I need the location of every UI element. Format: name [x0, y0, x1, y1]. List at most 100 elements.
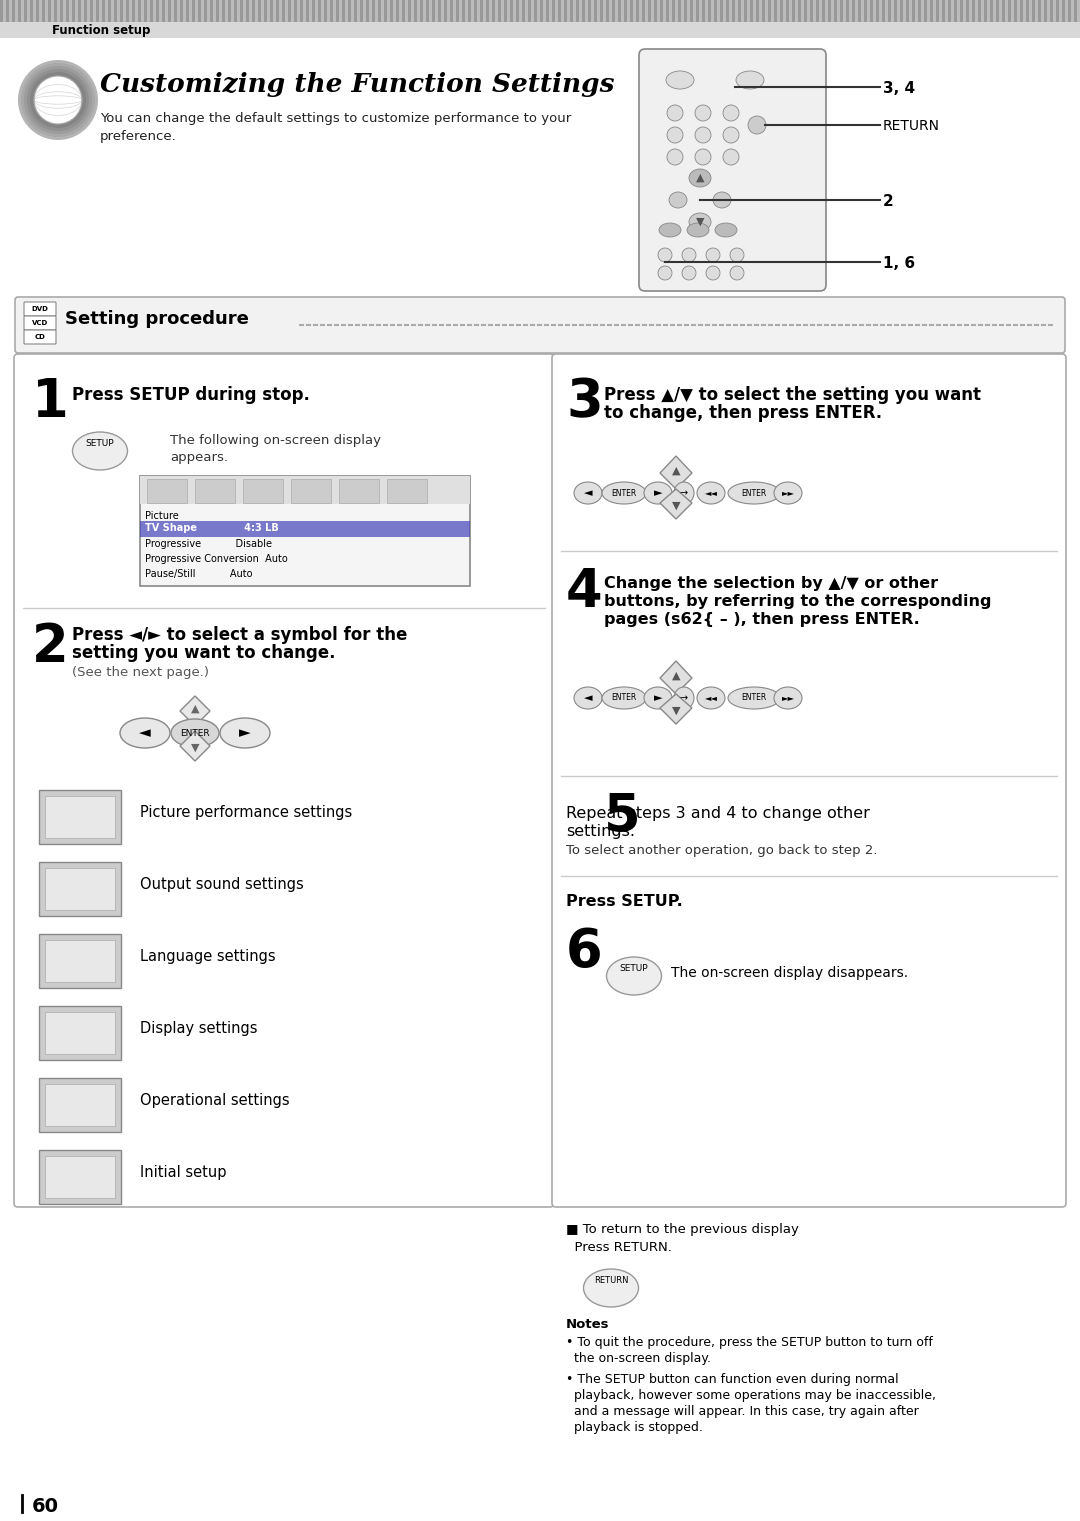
FancyBboxPatch shape	[381, 0, 384, 21]
Text: Pause/Still           Auto: Pause/Still Auto	[145, 569, 253, 580]
FancyBboxPatch shape	[390, 0, 393, 21]
FancyBboxPatch shape	[423, 0, 426, 21]
FancyBboxPatch shape	[375, 0, 378, 21]
FancyBboxPatch shape	[360, 0, 363, 21]
Text: Initial setup: Initial setup	[140, 1165, 227, 1179]
FancyBboxPatch shape	[1017, 0, 1020, 21]
FancyBboxPatch shape	[648, 0, 651, 21]
Ellipse shape	[689, 169, 711, 187]
FancyBboxPatch shape	[918, 0, 921, 21]
Circle shape	[748, 116, 766, 134]
FancyBboxPatch shape	[24, 330, 56, 344]
Text: 3, 4: 3, 4	[883, 81, 915, 96]
FancyBboxPatch shape	[1044, 0, 1047, 21]
Circle shape	[730, 248, 744, 262]
FancyBboxPatch shape	[615, 0, 618, 21]
FancyBboxPatch shape	[45, 0, 48, 21]
FancyBboxPatch shape	[579, 0, 582, 21]
FancyBboxPatch shape	[174, 0, 177, 21]
FancyBboxPatch shape	[405, 0, 408, 21]
FancyBboxPatch shape	[27, 0, 30, 21]
Circle shape	[706, 266, 720, 280]
FancyBboxPatch shape	[600, 0, 603, 21]
FancyBboxPatch shape	[189, 0, 192, 21]
FancyBboxPatch shape	[183, 0, 186, 21]
Text: ▼: ▼	[696, 218, 704, 227]
Text: ENTER: ENTER	[741, 488, 767, 497]
FancyBboxPatch shape	[168, 0, 171, 21]
FancyBboxPatch shape	[114, 0, 117, 21]
FancyBboxPatch shape	[30, 0, 33, 21]
FancyBboxPatch shape	[102, 0, 105, 21]
FancyBboxPatch shape	[363, 0, 366, 21]
FancyBboxPatch shape	[165, 0, 168, 21]
FancyBboxPatch shape	[312, 0, 315, 21]
Text: playback, however some operations may be inaccessible,: playback, however some operations may be…	[566, 1389, 936, 1402]
FancyBboxPatch shape	[552, 0, 555, 21]
FancyBboxPatch shape	[195, 0, 198, 21]
Text: ▼: ▼	[672, 706, 680, 716]
FancyBboxPatch shape	[333, 0, 336, 21]
FancyBboxPatch shape	[60, 0, 63, 21]
Ellipse shape	[774, 687, 802, 709]
FancyBboxPatch shape	[654, 0, 657, 21]
FancyBboxPatch shape	[597, 0, 600, 21]
FancyBboxPatch shape	[465, 0, 468, 21]
FancyBboxPatch shape	[636, 0, 639, 21]
FancyBboxPatch shape	[330, 0, 333, 21]
FancyBboxPatch shape	[822, 0, 825, 21]
FancyBboxPatch shape	[987, 0, 990, 21]
FancyBboxPatch shape	[222, 0, 225, 21]
FancyBboxPatch shape	[477, 0, 480, 21]
FancyBboxPatch shape	[657, 0, 660, 21]
FancyBboxPatch shape	[882, 0, 885, 21]
Text: ◄: ◄	[584, 694, 592, 703]
Text: ▼: ▼	[672, 500, 680, 511]
FancyBboxPatch shape	[558, 0, 561, 21]
Polygon shape	[660, 488, 692, 519]
FancyBboxPatch shape	[708, 0, 711, 21]
FancyBboxPatch shape	[807, 0, 810, 21]
FancyBboxPatch shape	[140, 476, 470, 586]
FancyBboxPatch shape	[603, 0, 606, 21]
FancyBboxPatch shape	[402, 0, 405, 21]
Text: 1: 1	[32, 376, 69, 427]
FancyBboxPatch shape	[132, 0, 135, 21]
FancyBboxPatch shape	[288, 0, 291, 21]
FancyBboxPatch shape	[24, 303, 56, 316]
Ellipse shape	[715, 224, 737, 237]
FancyBboxPatch shape	[540, 0, 543, 21]
FancyBboxPatch shape	[678, 0, 681, 21]
FancyBboxPatch shape	[147, 0, 150, 21]
FancyBboxPatch shape	[1047, 0, 1050, 21]
FancyBboxPatch shape	[468, 0, 471, 21]
Text: 6: 6	[566, 926, 603, 978]
Text: Repeat steps 3 and 4 to change other: Repeat steps 3 and 4 to change other	[566, 806, 869, 821]
FancyBboxPatch shape	[888, 0, 891, 21]
FancyBboxPatch shape	[858, 0, 861, 21]
FancyBboxPatch shape	[195, 479, 235, 503]
FancyBboxPatch shape	[570, 0, 573, 21]
FancyBboxPatch shape	[546, 0, 549, 21]
FancyBboxPatch shape	[897, 0, 900, 21]
FancyBboxPatch shape	[843, 0, 846, 21]
FancyBboxPatch shape	[996, 0, 999, 21]
Text: 2: 2	[883, 195, 894, 208]
FancyBboxPatch shape	[768, 0, 771, 21]
Text: 5: 5	[604, 791, 640, 843]
FancyBboxPatch shape	[777, 0, 780, 21]
FancyBboxPatch shape	[1026, 0, 1029, 21]
FancyBboxPatch shape	[99, 0, 102, 21]
FancyBboxPatch shape	[171, 0, 174, 21]
FancyBboxPatch shape	[726, 0, 729, 21]
FancyBboxPatch shape	[549, 0, 552, 21]
FancyBboxPatch shape	[663, 0, 666, 21]
Text: RETURN: RETURN	[883, 119, 940, 132]
FancyBboxPatch shape	[1050, 0, 1053, 21]
FancyBboxPatch shape	[198, 0, 201, 21]
FancyBboxPatch shape	[216, 0, 219, 21]
FancyBboxPatch shape	[282, 0, 285, 21]
Text: Press SETUP.: Press SETUP.	[566, 894, 683, 910]
FancyBboxPatch shape	[972, 0, 975, 21]
FancyBboxPatch shape	[714, 0, 717, 21]
